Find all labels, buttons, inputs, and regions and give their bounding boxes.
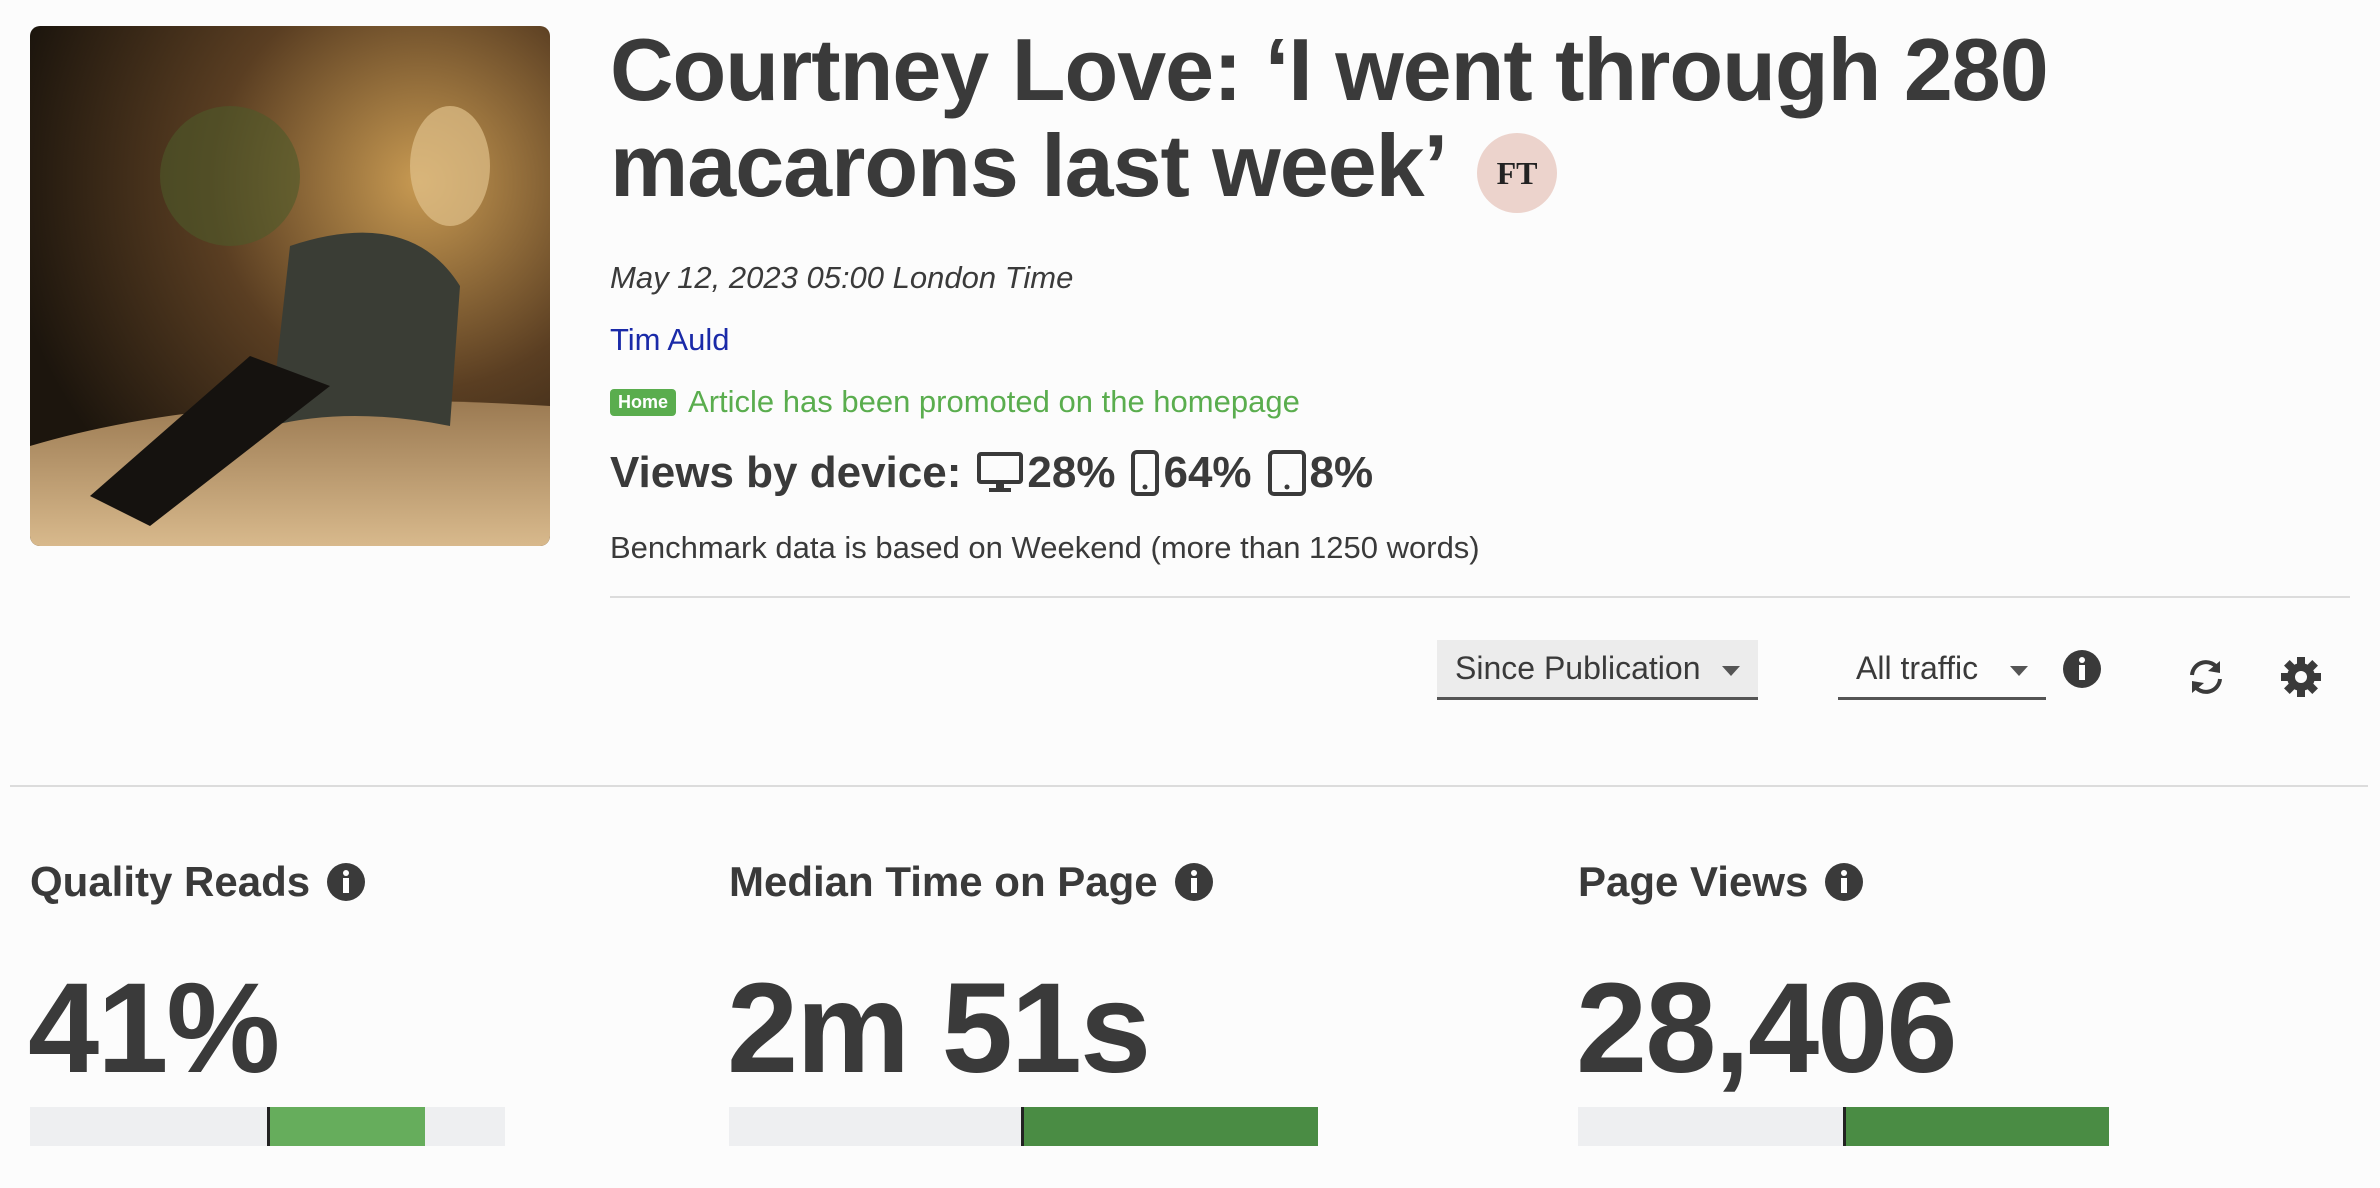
metric-title: Page Views (1578, 858, 1864, 906)
photo-placeholder (30, 26, 550, 546)
benchmark-fill (1843, 1107, 2109, 1146)
promotion-text: Article has been promoted on the homepag… (688, 384, 1300, 419)
benchmark-fill (267, 1107, 425, 1146)
article-title-block: Courtney Love: ‘I went through 280 macar… (610, 22, 2310, 214)
article-image (30, 26, 550, 546)
divider (610, 596, 2350, 598)
dropdown-arrow (1722, 666, 1740, 676)
period-value: Since Publication (1455, 650, 1701, 686)
tablet-icon (1267, 450, 1306, 496)
phone-icon (1131, 450, 1160, 496)
metric-value: 41% (28, 957, 280, 1100)
benchmark-note: Benchmark data is based on Weekend (more… (610, 530, 1480, 565)
metric-title-text: Quality Reads (30, 858, 311, 905)
article-title: Courtney Love: ‘I went through 280 macar… (610, 20, 2049, 215)
metric-title-text: Page Views (1578, 858, 1809, 905)
settings-button[interactable] (2279, 655, 2323, 699)
period-select[interactable]: Since Publication (1437, 640, 1758, 700)
home-badge: Home (610, 388, 677, 416)
info-icon[interactable] (1174, 862, 1214, 902)
benchmark-fill (1021, 1107, 1318, 1146)
traffic-select[interactable]: All traffic (1838, 640, 2046, 700)
refresh-button[interactable] (2184, 655, 2228, 699)
phone-share: 64% (1163, 448, 1252, 497)
info-icon[interactable] (2062, 649, 2102, 689)
metric-title: Quality Reads (30, 858, 366, 906)
info-icon[interactable] (1824, 862, 1864, 902)
benchmark-bar (30, 1107, 505, 1146)
metric-value: 28,406 (1576, 957, 1957, 1100)
publish-date: May 12, 2023 05:00 London Time (610, 260, 1074, 295)
divider (10, 785, 2368, 787)
desktop-share: 28% (1027, 448, 1116, 497)
author-link[interactable]: Tim Auld (610, 322, 730, 357)
metric-value: 2m 51s (727, 957, 1151, 1100)
benchmark-bar (729, 1107, 1318, 1146)
promotion: Home Article has been promoted on the hom… (610, 384, 1300, 420)
metric-title-text: Median Time on Page (729, 858, 1158, 905)
device-views: Views by device: 28% 64% 8% (610, 448, 1373, 498)
traffic-value: All traffic (1856, 650, 1979, 686)
info-icon[interactable] (326, 862, 366, 902)
metric-title: Median Time on Page (729, 858, 1214, 906)
tablet-share: 8% (1309, 448, 1374, 497)
dropdown-arrow (2010, 666, 2028, 676)
device-label: Views by device: (610, 448, 962, 497)
benchmark-bar (1578, 1107, 2109, 1146)
desktop-icon (977, 452, 1024, 492)
publisher-badge: FT (1477, 132, 1558, 213)
